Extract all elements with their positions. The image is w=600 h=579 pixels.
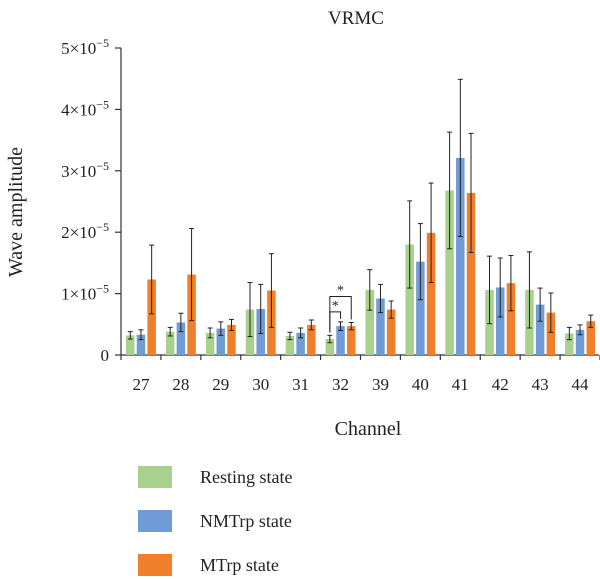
bar: [365, 289, 375, 355]
bar: [296, 332, 305, 355]
y-axis: 0 1×10−5 2×10−5 3×10−5 4×10−5 5×10−5: [61, 36, 122, 365]
x-tick-label: 39: [372, 375, 389, 394]
bar: [307, 324, 316, 355]
bar: [176, 322, 186, 355]
x-axis: 27 28 29 30 31 32 39 40 41 42 43 44: [120, 354, 600, 394]
bar: [466, 192, 476, 355]
legend-label: NMTrp state: [200, 511, 292, 531]
error-bars-group: [127, 78, 594, 344]
bar: [546, 312, 556, 355]
bar: [575, 329, 585, 355]
legend-label: MTrp state: [200, 555, 279, 575]
significance-star: *: [337, 283, 344, 298]
x-tick-label: 30: [252, 375, 269, 394]
x-tick-label: 42: [492, 375, 509, 394]
legend-swatch: [138, 554, 172, 576]
bar: [227, 324, 236, 355]
x-tick-label: 41: [452, 375, 469, 394]
x-tick-label: 44: [572, 375, 590, 394]
chart-title: VRMC: [328, 8, 384, 29]
y-tick-label: 5×10−5: [61, 36, 109, 58]
x-tick-label: 32: [332, 375, 349, 394]
bar: [126, 335, 135, 355]
bar: [565, 333, 574, 355]
bar: [495, 287, 505, 355]
x-tick-label: 29: [212, 375, 229, 394]
bar: [147, 279, 156, 355]
bar: [535, 304, 545, 355]
bar: [416, 261, 425, 355]
bar: [586, 321, 595, 355]
bar: [216, 328, 226, 355]
x-tick-label: 28: [172, 375, 189, 394]
y-tick-label: 2×10−5: [61, 220, 109, 242]
x-tick-label: 27: [132, 375, 150, 394]
y-tick-label: 4×10−5: [61, 97, 109, 119]
bar: [386, 309, 396, 355]
y-tick-label: 0: [101, 346, 110, 365]
significance-star: *: [332, 299, 339, 314]
y-axis-label: Wave amplitude: [5, 147, 27, 277]
legend-swatch: [138, 510, 172, 532]
bar: [426, 232, 436, 355]
y-tick-label: 1×10−5: [61, 282, 109, 304]
x-tick-label: 40: [412, 375, 429, 394]
legend-label: Resting state: [200, 467, 293, 487]
bar: [405, 244, 414, 355]
x-tick-label: 43: [532, 375, 549, 394]
bar: [376, 298, 385, 355]
bar: [325, 339, 335, 355]
bar: [456, 157, 465, 355]
y-tick-label: 3×10−5: [61, 159, 109, 181]
bar: [346, 326, 356, 355]
x-axis-label: Channel: [335, 418, 402, 440]
bar: [336, 326, 345, 355]
bars-group: [126, 157, 595, 355]
significance-bracket: [329, 295, 352, 333]
bar: [445, 190, 454, 355]
bar: [506, 283, 516, 355]
bar: [165, 331, 175, 355]
significance-annotations: **: [329, 283, 352, 333]
legend: Resting state NMTrp state MTrp state: [138, 466, 293, 576]
bar: [136, 334, 146, 355]
x-tick-label: 31: [292, 375, 309, 394]
bar: [285, 335, 295, 355]
legend-swatch: [138, 466, 172, 488]
bar: [205, 332, 215, 355]
